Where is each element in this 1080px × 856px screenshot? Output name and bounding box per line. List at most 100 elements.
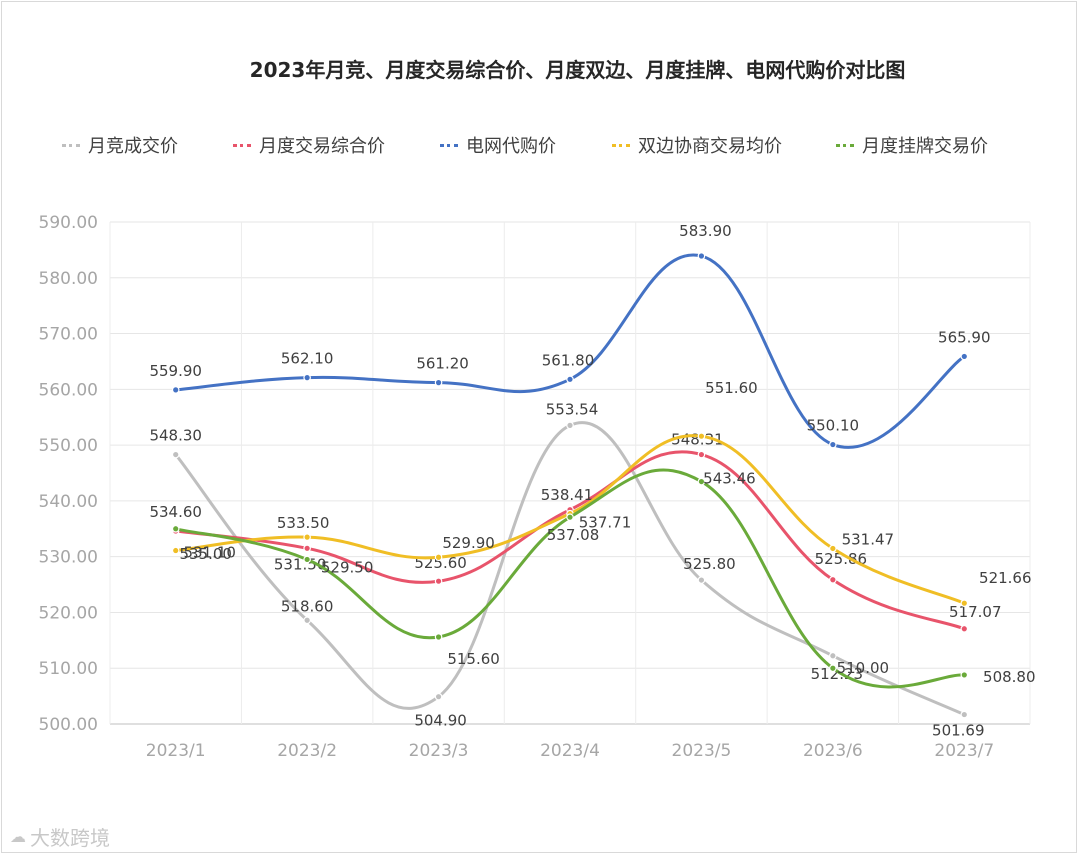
data-point-monthly-bid — [434, 692, 443, 701]
data-label-monthly-composite: 534.60 — [149, 503, 202, 521]
y-tick-label: 520.00 — [39, 603, 98, 623]
data-label-listing: 510.00 — [837, 659, 890, 677]
chart-title: 2023年月竞、月度交易综合价、月度双边、月度挂牌、电网代购价对比图 — [249, 58, 906, 82]
y-tick-label: 500.00 — [39, 715, 98, 735]
data-label-monthly-bid: 525.80 — [683, 555, 736, 573]
data-label-bilateral: 533.50 — [277, 514, 330, 532]
data-label-bilateral: 531.47 — [842, 530, 895, 548]
legend-item-listing: 月度挂牌交易价 — [836, 132, 988, 158]
data-point-monthly-bid — [829, 651, 837, 660]
data-label-grid-agency: 561.80 — [542, 351, 595, 369]
data-point-monthly-composite — [697, 450, 706, 459]
data-label-grid-agency: 559.90 — [149, 362, 202, 380]
y-tick-label: 580.00 — [39, 269, 98, 289]
data-point-bilateral — [829, 544, 837, 553]
y-tick-label: 560.00 — [39, 380, 98, 400]
x-tick-label: 2023/5 — [672, 741, 732, 761]
data-point-bilateral — [960, 599, 969, 607]
data-label-listing: 543.46 — [703, 470, 756, 488]
data-label-listing: 537.08 — [547, 526, 600, 544]
data-point-monthly-composite — [434, 577, 443, 586]
data-point-monthly-composite — [303, 544, 311, 553]
x-tick-label: 2023/4 — [540, 741, 600, 761]
data-label-listing: 529.50 — [321, 558, 374, 576]
data-point-monthly-bid — [566, 421, 574, 430]
data-point-grid-agency — [566, 375, 574, 384]
y-tick-label: 550.00 — [39, 436, 98, 456]
x-tick-label: 2023/6 — [803, 741, 863, 761]
series-listing: 535.00 529.50 515.60 537.08 543.46 510.00 508.… — [171, 468, 1036, 689]
data-point-grid-agency — [434, 378, 443, 387]
data-point-bilateral — [171, 546, 180, 555]
x-tick-label: 2023/7 — [934, 741, 994, 761]
legend-item-bilateral: 双边协商交易均价 — [612, 132, 782, 158]
data-point-grid-agency — [960, 352, 969, 361]
data-point-bilateral — [434, 553, 443, 562]
y-tick-label: 590.00 — [39, 213, 98, 233]
data-label-bilateral: 537.71 — [579, 514, 632, 532]
legend-item-monthly-composite: 月度交易综合价 — [233, 132, 385, 158]
data-label-grid-agency: 561.20 — [416, 355, 469, 373]
data-point-monthly-bid — [171, 450, 180, 459]
data-label-monthly-composite: 531.50 — [274, 555, 327, 573]
cloud-logo-icon: ☁ — [10, 827, 26, 846]
data-label-grid-agency: 550.10 — [807, 417, 860, 435]
data-label-monthly-bid: 518.60 — [281, 597, 334, 615]
watermark-text: 大数跨境 — [30, 826, 110, 850]
data-point-grid-agency — [697, 252, 706, 260]
data-label-monthly-bid: 501.69 — [932, 722, 985, 740]
data-label-listing: 508.80 — [983, 668, 1036, 686]
y-tick-label: 570.00 — [39, 325, 98, 345]
data-point-listing — [829, 664, 837, 673]
legend-swatch-monthly-composite — [233, 143, 251, 147]
data-point-grid-agency — [171, 386, 180, 394]
data-point-monthly-bid — [303, 616, 311, 625]
data-label-listing: 535.00 — [179, 545, 232, 563]
data-label-bilateral: 531.10 — [183, 544, 236, 562]
legend-label-bilateral: 双边协商交易均价 — [638, 136, 782, 157]
legend-swatch-listing — [836, 143, 854, 147]
x-tick-label: 2023/1 — [146, 741, 206, 761]
data-point-monthly-bid — [697, 576, 706, 584]
data-point-listing — [697, 477, 706, 486]
data-label-monthly-composite: 538.41 — [541, 486, 594, 504]
series-bilateral: 531.10 533.50 529.90 537.71 551.60 531.47 521.… — [171, 379, 1032, 607]
legend-swatch-bilateral — [612, 143, 630, 147]
data-point-grid-agency — [829, 440, 837, 449]
data-label-monthly-composite: 517.07 — [949, 603, 1002, 621]
legend-swatch-monthly-bid — [62, 143, 80, 147]
legend-item-grid-agency: 电网代购价 — [440, 132, 556, 158]
data-label-monthly-bid: 553.54 — [546, 400, 599, 418]
data-label-grid-agency: 562.10 — [281, 350, 334, 368]
x-tick-label: 2023/3 — [409, 741, 469, 761]
x-tick-label: 2023/2 — [277, 741, 337, 761]
data-point-listing — [171, 524, 180, 533]
y-tick-label: 510.00 — [39, 659, 98, 679]
data-point-bilateral — [697, 432, 706, 440]
data-label-monthly-composite: 525.86 — [815, 550, 868, 568]
data-label-monthly-bid: 548.30 — [149, 427, 202, 445]
legend-label-grid-agency: 电网代购价 — [466, 136, 556, 157]
data-point-listing — [566, 513, 574, 521]
data-point-monthly-bid — [960, 710, 969, 719]
legend-swatch-grid-agency — [440, 143, 458, 147]
legend-label-listing: 月度挂牌交易价 — [862, 136, 988, 157]
data-label-bilateral: 529.90 — [442, 534, 495, 552]
watermark: ☁ 大数跨境 — [10, 822, 110, 851]
data-point-monthly-composite — [960, 624, 969, 633]
data-point-monthly-composite — [829, 575, 837, 584]
data-label-listing: 515.60 — [447, 650, 500, 668]
data-label-grid-agency: 583.90 — [679, 222, 732, 240]
data-point-grid-agency — [303, 373, 311, 382]
data-point-listing — [434, 633, 443, 641]
data-label-bilateral: 551.60 — [705, 379, 758, 397]
data-point-listing — [960, 671, 969, 679]
legend-item-monthly-bid: 月竞成交价 — [62, 132, 178, 158]
data-label-monthly-bid: 504.90 — [414, 712, 467, 730]
data-point-listing — [303, 555, 311, 564]
data-label-bilateral: 521.66 — [979, 569, 1032, 587]
data-label-grid-agency: 565.90 — [938, 328, 991, 346]
series-grid-agency: 559.90 562.10 561.20 561.80 583.90 550.10 565.… — [149, 222, 991, 449]
